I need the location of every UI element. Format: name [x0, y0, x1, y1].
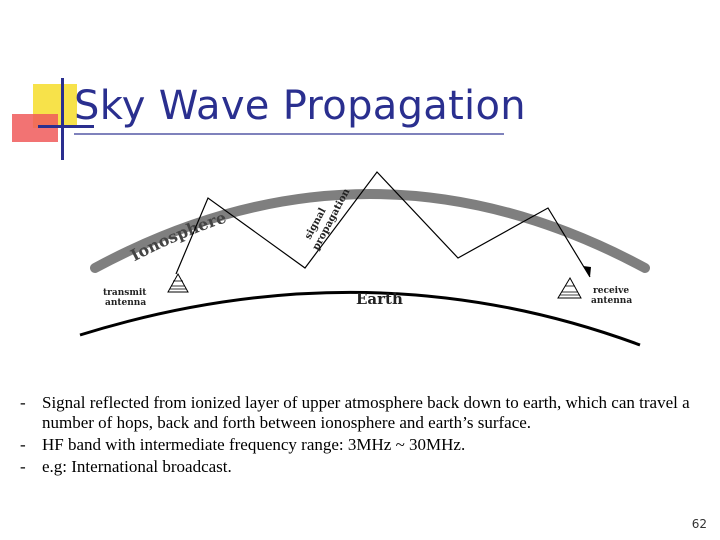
bullet-list: - Signal reflected from ionized layer of… — [20, 393, 710, 479]
title-ornament-red-bar — [12, 114, 58, 142]
bullet-text: e.g: International broadcast. — [42, 457, 232, 476]
earth-curve — [79, 290, 641, 347]
earth-label: Earth — [356, 290, 403, 308]
bullet-item: - e.g: International broadcast. — [20, 457, 710, 477]
signal-arrowhead — [583, 266, 591, 277]
transmit-antenna-icon — [167, 272, 189, 293]
bullet-item: - HF band with intermediate frequency ra… — [20, 435, 710, 455]
title-underline — [74, 133, 504, 135]
signal-path — [175, 171, 591, 278]
receive-antenna-icon — [557, 276, 582, 299]
title-ornament-vertical-line — [61, 78, 64, 160]
ionosphere-arc — [90, 189, 650, 273]
bullet-marker: - — [20, 457, 26, 476]
ionosphere-label: Ionosphere — [127, 208, 228, 265]
bullet-text: Signal reflected from ionized layer of u… — [42, 393, 690, 432]
sky-wave-diagram: Ionosphere signal propagation Earth tr — [79, 171, 650, 347]
slide-title: Sky Wave Propagation — [74, 83, 526, 129]
bullet-item: - Signal reflected from ionized layer of… — [20, 393, 710, 433]
bullet-text: HF band with intermediate frequency rang… — [42, 435, 466, 454]
title-ornament-horizontal-line — [38, 125, 94, 128]
transmit-label-line1: transmit — [103, 288, 147, 298]
page-number: 62 — [691, 517, 707, 531]
receive-label-line2: antenna — [591, 296, 632, 306]
transmit-label-line2: antenna — [105, 298, 146, 308]
receive-label-line1: receive — [593, 286, 629, 296]
bullet-marker: - — [20, 393, 26, 412]
bullet-marker: - — [20, 435, 26, 454]
